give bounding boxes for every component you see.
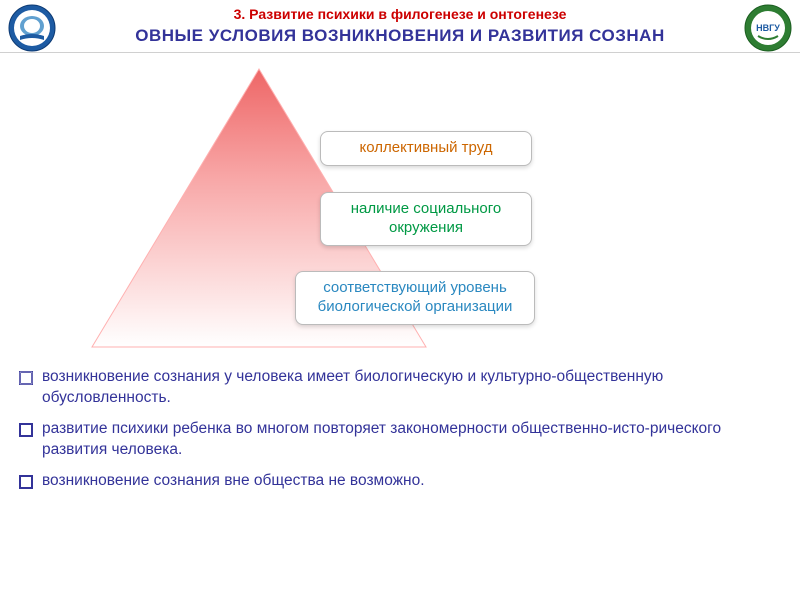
bullet-text: возникновение сознания у человека имеет … (42, 367, 780, 409)
list-item: возникновение сознания у человека имеет … (18, 367, 780, 409)
header: НВГУ 3. Развитие психики в филогенезе и … (0, 0, 800, 53)
bullet-text: развитие психики ребенка во многом повто… (42, 419, 780, 461)
right-logo: НВГУ (744, 4, 792, 52)
pyramid-level-label: наличие социального окружения (351, 200, 501, 236)
list-item: развитие психики ребенка во многом повто… (18, 419, 780, 461)
square-bullet-icon (18, 370, 34, 386)
square-bullet-icon (18, 474, 34, 490)
pyramid-level-label: коллективный труд (360, 139, 493, 156)
pyramid-level-3: соответствующий уровень биологической ор… (295, 271, 535, 325)
list-item: возникновение сознания вне общества не в… (18, 471, 780, 492)
main-title: ОВНЫЕ УСЛОВИЯ ВОЗНИКНОВЕНИЯ И РАЗВИТИЯ С… (10, 26, 790, 46)
bullet-list: возникновение сознания у человека имеет … (0, 359, 800, 510)
section-title: 3. Развитие психики в филогенезе и онтог… (10, 6, 790, 22)
left-logo (8, 4, 56, 52)
pyramid-level-1: коллективный труд (320, 131, 532, 166)
pyramid-diagram: коллективный труд наличие социального ок… (0, 59, 800, 359)
pyramid-level-label: соответствующий уровень биологической ор… (318, 279, 513, 315)
pyramid-level-2: наличие социального окружения (320, 192, 532, 246)
svg-text:НВГУ: НВГУ (756, 23, 780, 33)
bullet-text: возникновение сознания вне общества не в… (42, 471, 425, 492)
square-bullet-icon (18, 422, 34, 438)
